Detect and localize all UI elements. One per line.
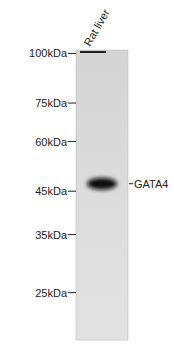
membrane	[76, 50, 128, 340]
lane-label: Rat liver	[81, 7, 112, 48]
tick-label: 100kDa	[29, 47, 68, 59]
bands	[87, 178, 117, 190]
tick-label: 60kDa	[35, 136, 68, 148]
figure: 25kDa 35kDa 45kDa 60kDa 75kDa 100kDa Rat liver…	[0, 0, 174, 350]
tick-mark	[68, 53, 76, 54]
tick-mark	[68, 292, 76, 293]
lane-bar	[80, 51, 106, 53]
band	[87, 178, 117, 190]
blot-figure: 25kDa 35kDa 45kDa 60kDa 75kDa 100kDa Rat liver…	[0, 0, 174, 350]
tick-mark	[68, 141, 76, 142]
tick-label: 25kDa	[35, 287, 68, 299]
tick-mark	[68, 234, 76, 235]
band-label: GATA4	[134, 178, 168, 190]
tick-mark	[68, 191, 76, 192]
tick-mark	[68, 103, 76, 104]
tick-label: 45kDa	[35, 185, 68, 197]
band-pointer	[129, 183, 133, 184]
tick-label: 75kDa	[35, 97, 68, 109]
tick-label: 35kDa	[35, 229, 68, 241]
